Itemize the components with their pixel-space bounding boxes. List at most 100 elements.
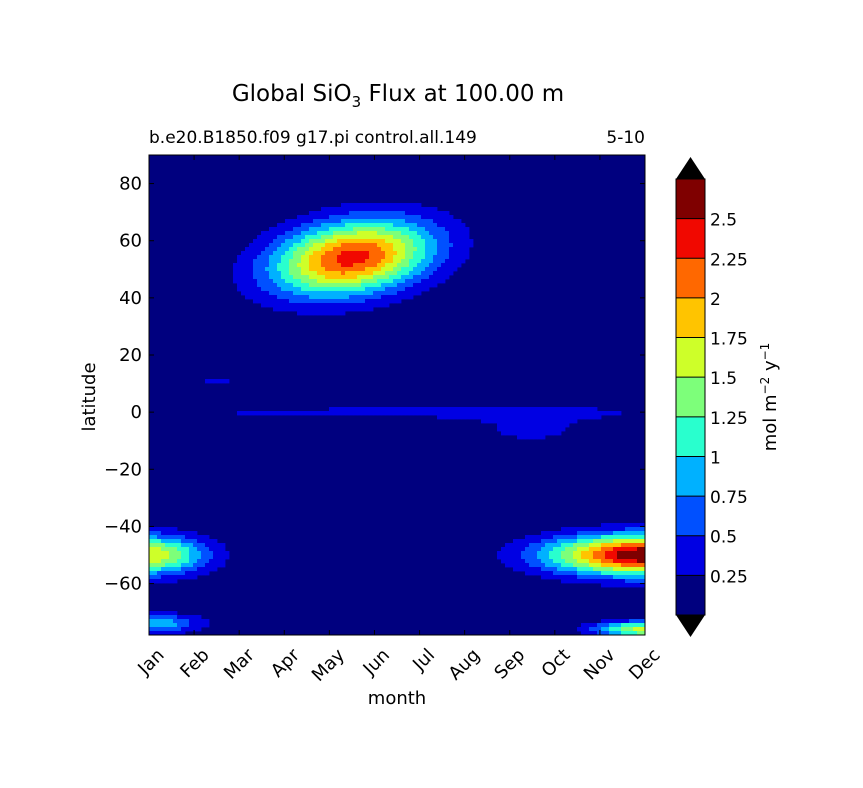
contour-cell	[533, 419, 538, 424]
contour-cell	[233, 279, 238, 284]
contour-cell	[329, 295, 334, 300]
contour-cell	[525, 563, 530, 568]
contour-cell	[169, 547, 174, 552]
contour-cell	[453, 251, 458, 256]
contour-cell	[533, 423, 538, 428]
contour-cell	[349, 243, 354, 248]
contour-cell	[157, 535, 162, 540]
contour-cell	[349, 203, 354, 208]
contour-cell	[261, 287, 266, 292]
contour-cell	[377, 235, 382, 240]
contour-cell	[257, 267, 262, 272]
contour-cell	[297, 287, 302, 292]
contour-cell	[157, 611, 162, 616]
contour-cell	[333, 287, 338, 292]
contour-cell	[565, 407, 570, 412]
contour-cell	[361, 263, 366, 268]
contour-cell	[529, 571, 534, 576]
contour-cell	[381, 279, 386, 284]
contour-cell	[209, 563, 214, 568]
contour-cell	[597, 567, 602, 572]
contour-cell	[153, 551, 158, 556]
contour-cell	[581, 551, 586, 556]
contour-cell	[573, 555, 578, 560]
contour-cell	[545, 551, 550, 556]
contour-cell	[161, 527, 166, 532]
contour-cell	[313, 275, 318, 280]
contour-cell	[553, 575, 558, 580]
contour-cell	[405, 227, 410, 232]
contour-cell	[185, 547, 190, 552]
contour-cell	[521, 551, 526, 556]
contour-cell	[173, 527, 178, 532]
contour-cell	[525, 555, 530, 560]
contour-cell	[165, 551, 170, 556]
contour-cell	[273, 267, 278, 272]
contour-cell	[397, 279, 402, 284]
contour-cell	[197, 535, 202, 540]
contour-cell	[365, 267, 370, 272]
contour-cell	[373, 207, 378, 212]
contour-cell	[409, 215, 414, 220]
contour-cell	[353, 227, 358, 232]
contour-cell	[397, 207, 402, 212]
contour-cell	[565, 551, 570, 556]
contour-cell	[373, 267, 378, 272]
contour-cell	[365, 247, 370, 252]
contour-cell	[437, 219, 442, 224]
contour-cell	[213, 379, 218, 384]
contour-cell	[581, 555, 586, 560]
contour-cell	[489, 415, 494, 420]
contour-cell	[421, 271, 426, 276]
contour-cell	[385, 299, 390, 304]
contour-cell	[449, 235, 454, 240]
contour-cell	[317, 411, 322, 416]
contour-cell	[421, 251, 426, 256]
contour-cell	[613, 539, 618, 544]
contour-cell	[613, 523, 618, 528]
contour-cell	[625, 583, 630, 588]
contour-cell	[349, 291, 354, 296]
contour-cell	[321, 231, 326, 236]
contour-cell	[633, 627, 638, 632]
contour-cell	[493, 419, 498, 424]
contour-cell	[385, 215, 390, 220]
contour-cell	[533, 435, 538, 440]
contour-cell	[429, 219, 434, 224]
contour-cell	[329, 243, 334, 248]
x-tick-label: Dec	[625, 645, 664, 684]
contour-cell	[333, 279, 338, 284]
contour-cell	[641, 623, 646, 628]
contour-cell	[337, 303, 342, 308]
contour-cell	[529, 567, 534, 572]
contour-cell	[409, 231, 414, 236]
contour-cell	[609, 547, 614, 552]
contour-cell	[257, 275, 262, 280]
contour-cell	[365, 255, 370, 260]
contour-cell	[181, 567, 186, 572]
contour-cell	[265, 279, 270, 284]
contour-cell	[505, 547, 510, 552]
contour-cell	[417, 235, 422, 240]
contour-cell	[421, 275, 426, 280]
contour-cell	[405, 271, 410, 276]
contour-cell	[269, 251, 274, 256]
contour-cell	[269, 255, 274, 260]
contour-cell	[301, 231, 306, 236]
contour-cell	[617, 543, 622, 548]
contour-cell	[369, 295, 374, 300]
contour-cell	[561, 543, 566, 548]
contour-cell	[405, 283, 410, 288]
contour-cell	[165, 527, 170, 532]
contour-cell	[641, 627, 646, 632]
contour-cell	[533, 559, 538, 564]
contour-cell	[213, 539, 218, 544]
contour-cell	[345, 275, 350, 280]
contour-cell	[593, 543, 598, 548]
contour-cell	[213, 551, 218, 556]
contour-cell	[397, 259, 402, 264]
contour-cell	[517, 415, 522, 420]
contour-cell	[617, 631, 622, 636]
contour-cell	[629, 631, 634, 636]
contour-cell	[333, 255, 338, 260]
